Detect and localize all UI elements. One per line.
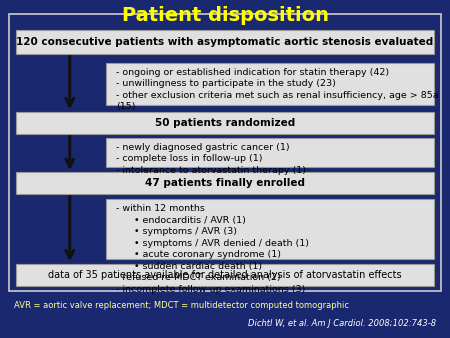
FancyBboxPatch shape — [16, 172, 434, 194]
Text: 50 patients randomized: 50 patients randomized — [155, 118, 295, 127]
Text: - within 12 months
      • endocarditis / AVR (1)
      • symptoms / AVR (3)
   : - within 12 months • endocarditis / AVR … — [116, 204, 309, 294]
FancyBboxPatch shape — [106, 138, 434, 167]
Text: 47 patients finally enrolled: 47 patients finally enrolled — [145, 178, 305, 188]
Text: data of 35 patients available for detailed analysis of atorvastatin effects: data of 35 patients available for detail… — [48, 270, 402, 280]
Text: 120 consecutive patients with asymptomatic aortic stenosis evaluated: 120 consecutive patients with asymptomat… — [16, 37, 434, 47]
Text: Dichtl W, et al. Am J Cardiol. 2008;102:743-8: Dichtl W, et al. Am J Cardiol. 2008;102:… — [248, 319, 436, 328]
FancyBboxPatch shape — [16, 30, 434, 54]
FancyBboxPatch shape — [16, 264, 434, 286]
FancyBboxPatch shape — [106, 199, 434, 259]
Text: Patient disposition: Patient disposition — [122, 6, 328, 25]
FancyBboxPatch shape — [9, 14, 441, 291]
FancyBboxPatch shape — [106, 63, 434, 105]
FancyBboxPatch shape — [16, 112, 434, 134]
Text: AVR = aortic valve replacement; MDCT = multidetector computed tomographic: AVR = aortic valve replacement; MDCT = m… — [14, 301, 348, 310]
Text: - ongoing or established indication for statin therapy (42)
- unwillingness to p: - ongoing or established indication for … — [116, 68, 439, 111]
Text: - newly diagnosed gastric cancer (1)
- complete loss in follow-up (1)
- intolera: - newly diagnosed gastric cancer (1) - c… — [116, 143, 306, 174]
